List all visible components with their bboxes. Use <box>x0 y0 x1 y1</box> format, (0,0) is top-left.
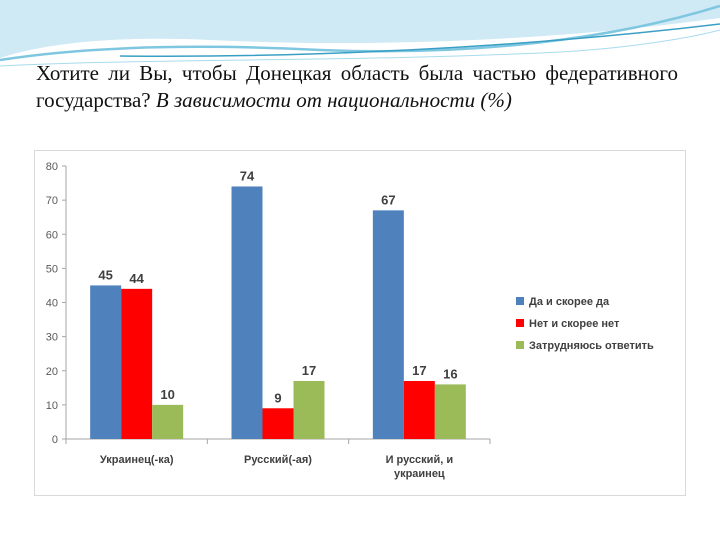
y-tick-label: 60 <box>46 229 58 241</box>
legend-swatch <box>516 319 524 327</box>
slide-title-subtitle: В зависимости от национальности (%) <box>155 88 512 112</box>
bar <box>293 380 325 439</box>
legend-label: Затрудняюсь ответить <box>529 340 654 352</box>
bar <box>231 186 263 439</box>
slide-title-question: Хотите ли Вы, чтобы Донецкая область был… <box>36 61 678 112</box>
y-tick-label: 0 <box>52 434 58 446</box>
data-label: 45 <box>98 267 112 282</box>
decor-wave-mid <box>0 4 720 62</box>
y-tick-label: 40 <box>46 298 58 310</box>
data-label: 17 <box>412 363 426 378</box>
legend-label: Нет и скорее нет <box>529 318 620 330</box>
category-label: И русский, и украинец <box>386 454 454 480</box>
category-label: Русский(-ая) <box>244 454 312 466</box>
slide-title: Хотите ли Вы, чтобы Донецкая область был… <box>36 60 678 114</box>
slide-header-decoration <box>0 0 720 67</box>
bar-chart: 0 10 20 30 40 50 60 70 80 45 74 67 44 9 17 10 17 16 Украин… <box>34 150 686 496</box>
chart-container: 0 10 20 30 40 50 60 70 80 45 74 67 44 9 17 10 17 16 Украин… <box>34 150 686 496</box>
data-label: 74 <box>240 168 255 183</box>
data-label: 16 <box>443 366 457 381</box>
bar <box>121 288 153 439</box>
decor-wave-thin <box>0 29 720 67</box>
bar <box>152 404 184 439</box>
data-label: 17 <box>302 363 316 378</box>
data-label: 10 <box>160 387 174 402</box>
y-tick-label: 10 <box>46 400 58 412</box>
bar <box>372 210 404 439</box>
data-label: 67 <box>381 192 395 207</box>
legend-swatch <box>516 297 524 305</box>
bar <box>434 384 466 439</box>
decor-wave-light <box>0 0 720 58</box>
bar <box>90 285 122 439</box>
y-tick-label: 50 <box>46 263 58 275</box>
decor-wave-dark <box>119 23 720 57</box>
category-label: Украинец(-ка) <box>100 454 174 466</box>
bar <box>403 380 435 439</box>
bar <box>262 408 294 439</box>
y-tick-label: 20 <box>46 366 58 378</box>
y-tick-label: 70 <box>46 195 58 207</box>
legend-label: Да и скорее да <box>529 296 610 308</box>
data-label: 44 <box>129 271 144 286</box>
y-tick-label: 30 <box>46 332 58 344</box>
data-label: 9 <box>274 390 281 405</box>
legend-swatch <box>516 341 524 349</box>
y-tick-label: 80 <box>46 161 58 173</box>
